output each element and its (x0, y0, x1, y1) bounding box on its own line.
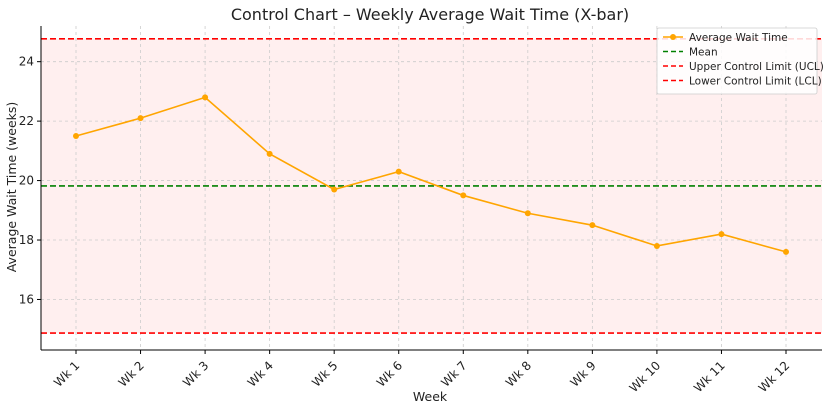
data-point (653, 242, 660, 249)
x-tick-label: Wk 12 (756, 358, 793, 395)
data-point (73, 132, 79, 139)
data-point (395, 168, 402, 175)
data-point (202, 94, 209, 101)
data-point (331, 186, 338, 193)
y-tick-label: 20 (19, 174, 34, 188)
y-tick-label: 24 (19, 55, 34, 69)
y-tick-label: 16 (19, 292, 34, 306)
y-tick-label: 22 (19, 114, 34, 128)
legend: Average Wait Time Mean Upper Control Limit… (656, 27, 824, 95)
data-point (589, 222, 596, 229)
data-point (137, 115, 144, 122)
x-tick-label: Wk 5 (309, 358, 340, 389)
x-tick-label: Wk 7 (438, 358, 469, 389)
x-tick-label: Wk 1 (51, 358, 82, 389)
legend-label: Average Wait Time (689, 32, 788, 44)
x-tick-label: Wk 3 (180, 358, 211, 389)
x-tick-label: Wk 6 (374, 358, 405, 389)
series-line-0 (75, 96, 787, 253)
x-tick-label: Wk 8 (503, 358, 534, 389)
x-tick-label: Wk 10 (627, 358, 664, 395)
legend-label: Upper Control Limit (UCL) (689, 61, 824, 73)
data-point (266, 150, 273, 157)
y-tick-label: 18 (19, 233, 34, 247)
x-tick-label: Wk 11 (691, 358, 728, 395)
data-point (783, 248, 789, 255)
x-tick-label: Wk 9 (567, 358, 598, 389)
legend-label: Mean (689, 47, 718, 59)
y-axis-label: Average Wait Time (weeks) (4, 102, 19, 273)
x-tick-label: Wk 2 (116, 358, 147, 389)
x-axis-label: Week (413, 389, 448, 404)
chart-title: Control Chart – Weekly Average Wait Time… (231, 5, 629, 24)
data-point (460, 192, 467, 199)
legend-box (656, 27, 818, 95)
legend-marker (670, 34, 676, 40)
data-point (524, 210, 531, 217)
legend-label: Lower Control Limit (LCL) (689, 76, 822, 88)
x-tick-label: Wk 4 (245, 358, 276, 389)
data-point (718, 231, 725, 238)
